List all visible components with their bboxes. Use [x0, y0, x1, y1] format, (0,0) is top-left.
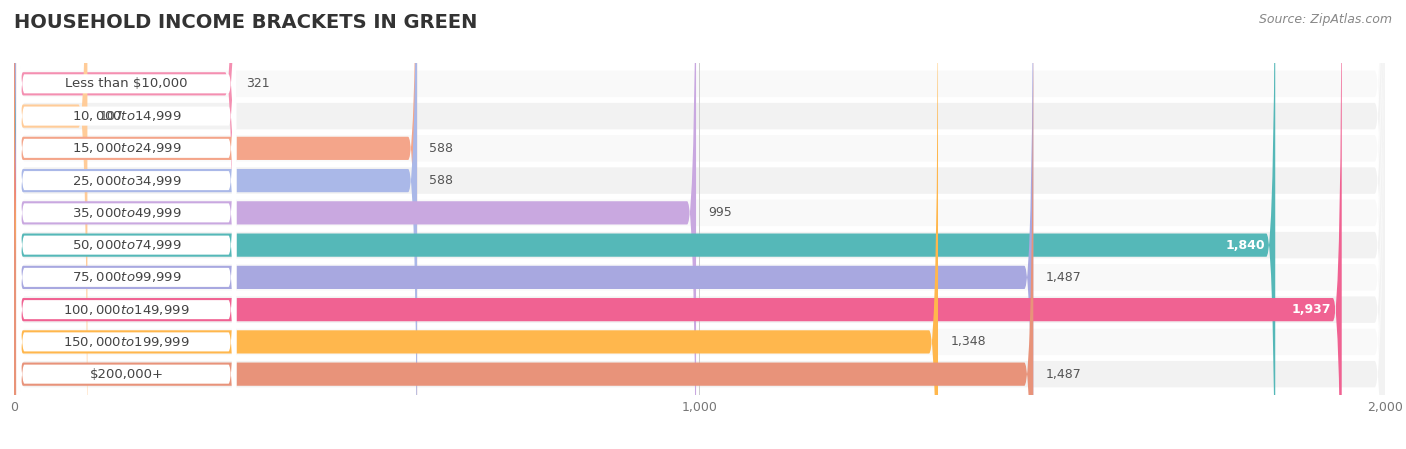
FancyBboxPatch shape	[17, 0, 236, 449]
FancyBboxPatch shape	[14, 0, 418, 449]
Text: 1,840: 1,840	[1226, 238, 1265, 251]
FancyBboxPatch shape	[14, 0, 696, 449]
FancyBboxPatch shape	[14, 0, 938, 449]
FancyBboxPatch shape	[14, 0, 1385, 449]
FancyBboxPatch shape	[17, 0, 236, 449]
FancyBboxPatch shape	[14, 0, 1385, 449]
FancyBboxPatch shape	[17, 0, 236, 449]
FancyBboxPatch shape	[14, 0, 233, 449]
FancyBboxPatch shape	[14, 0, 418, 449]
Text: $50,000 to $74,999: $50,000 to $74,999	[72, 238, 181, 252]
Text: 588: 588	[429, 142, 453, 155]
Text: Source: ZipAtlas.com: Source: ZipAtlas.com	[1258, 13, 1392, 26]
FancyBboxPatch shape	[17, 0, 236, 449]
Text: HOUSEHOLD INCOME BRACKETS IN GREEN: HOUSEHOLD INCOME BRACKETS IN GREEN	[14, 13, 478, 32]
FancyBboxPatch shape	[17, 0, 236, 449]
Text: 321: 321	[246, 77, 270, 90]
FancyBboxPatch shape	[17, 0, 236, 449]
Text: $100,000 to $149,999: $100,000 to $149,999	[63, 303, 190, 317]
FancyBboxPatch shape	[14, 0, 1385, 449]
Text: 588: 588	[429, 174, 453, 187]
FancyBboxPatch shape	[14, 0, 1385, 449]
Text: $15,000 to $24,999: $15,000 to $24,999	[72, 141, 181, 155]
FancyBboxPatch shape	[14, 0, 1033, 449]
FancyBboxPatch shape	[14, 0, 1385, 449]
Text: $150,000 to $199,999: $150,000 to $199,999	[63, 335, 190, 349]
FancyBboxPatch shape	[17, 0, 236, 449]
Text: 995: 995	[709, 207, 733, 220]
Text: 1,348: 1,348	[950, 335, 986, 348]
Text: Less than $10,000: Less than $10,000	[65, 77, 188, 90]
Text: $75,000 to $99,999: $75,000 to $99,999	[72, 270, 181, 284]
FancyBboxPatch shape	[14, 0, 87, 449]
Text: $10,000 to $14,999: $10,000 to $14,999	[72, 109, 181, 123]
FancyBboxPatch shape	[14, 0, 1385, 449]
FancyBboxPatch shape	[14, 0, 1033, 449]
Text: $25,000 to $34,999: $25,000 to $34,999	[72, 174, 181, 188]
FancyBboxPatch shape	[14, 0, 1341, 449]
Text: 107: 107	[100, 110, 124, 123]
FancyBboxPatch shape	[17, 29, 236, 449]
FancyBboxPatch shape	[14, 0, 1385, 449]
FancyBboxPatch shape	[14, 0, 1275, 449]
Text: $35,000 to $49,999: $35,000 to $49,999	[72, 206, 181, 220]
Text: 1,487: 1,487	[1046, 271, 1081, 284]
FancyBboxPatch shape	[17, 0, 236, 449]
Text: 1,937: 1,937	[1292, 303, 1331, 316]
FancyBboxPatch shape	[17, 0, 236, 429]
Text: $200,000+: $200,000+	[90, 368, 163, 381]
Text: 1,487: 1,487	[1046, 368, 1081, 381]
FancyBboxPatch shape	[14, 0, 1385, 449]
FancyBboxPatch shape	[14, 0, 1385, 449]
FancyBboxPatch shape	[14, 0, 1385, 449]
